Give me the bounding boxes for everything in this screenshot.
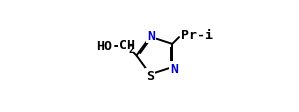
Text: N: N bbox=[170, 62, 178, 75]
Text: N: N bbox=[147, 30, 155, 43]
Text: 2: 2 bbox=[128, 44, 134, 54]
Text: S: S bbox=[146, 69, 154, 82]
Text: CH: CH bbox=[119, 39, 135, 52]
Text: Pr-i: Pr-i bbox=[181, 29, 213, 42]
Text: HO: HO bbox=[96, 40, 112, 53]
